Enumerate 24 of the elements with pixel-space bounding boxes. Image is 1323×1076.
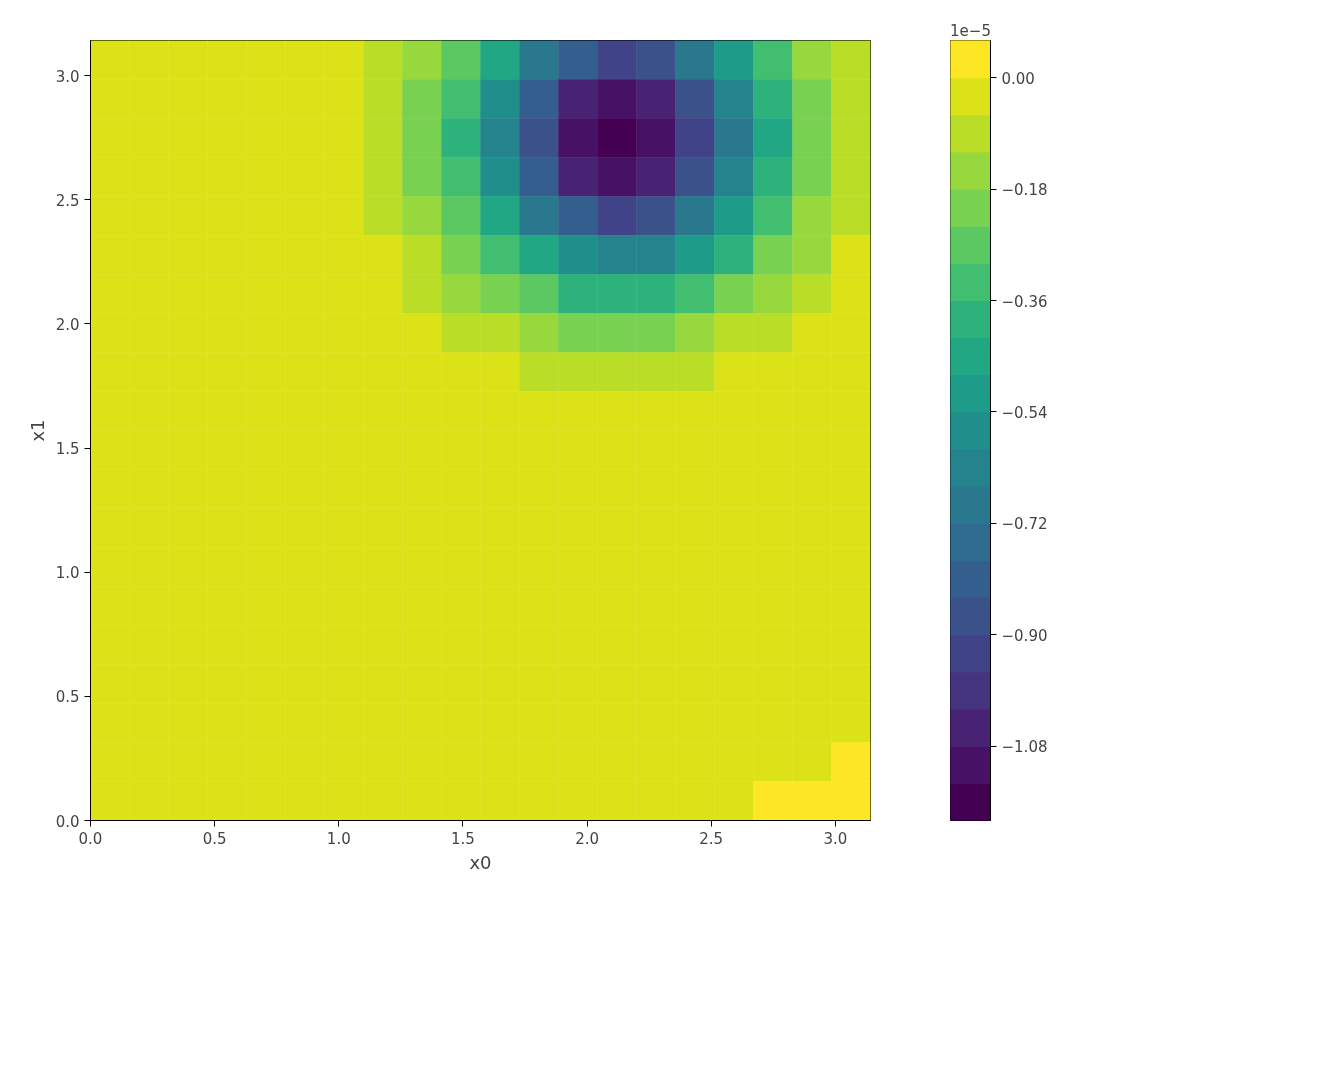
y-tick-label: 0.0 (55, 812, 80, 831)
y-tick-label: 1.5 (55, 440, 80, 459)
x-axis-title: x0 (469, 851, 492, 873)
x-tick-label: 1.5 (450, 829, 475, 848)
x-tick-label: 0.0 (78, 829, 103, 848)
y-tick-label: 2.5 (55, 191, 80, 210)
color-bar-label: −0.54 (1001, 403, 1048, 422)
y-tick-label: 1.0 (55, 564, 80, 583)
color-bar-label: −0.72 (1001, 515, 1048, 534)
x-tick-label: 1.0 (326, 829, 351, 848)
x-tick-label: 3.0 (823, 829, 848, 848)
color-bar-label: −1.08 (1001, 738, 1048, 757)
x-tick-label: 2.0 (575, 829, 599, 848)
y-tick-label: 2.0 (55, 315, 80, 334)
color-bar-label: −0.36 (1001, 292, 1048, 311)
color-bar-title: 1e−5 (950, 21, 991, 40)
y-tick-label: 3.0 (55, 67, 80, 86)
color-bar-label: −0.18 (1001, 181, 1048, 200)
y-axis-title: x1 (26, 419, 48, 442)
x-tick-label: 2.5 (699, 829, 724, 848)
color-bar-label: −0.90 (1001, 626, 1048, 645)
y-tick-label: 0.5 (55, 688, 80, 707)
color-bar-label: 0.00 (1001, 69, 1035, 88)
x-tick-label: 0.5 (202, 829, 227, 848)
